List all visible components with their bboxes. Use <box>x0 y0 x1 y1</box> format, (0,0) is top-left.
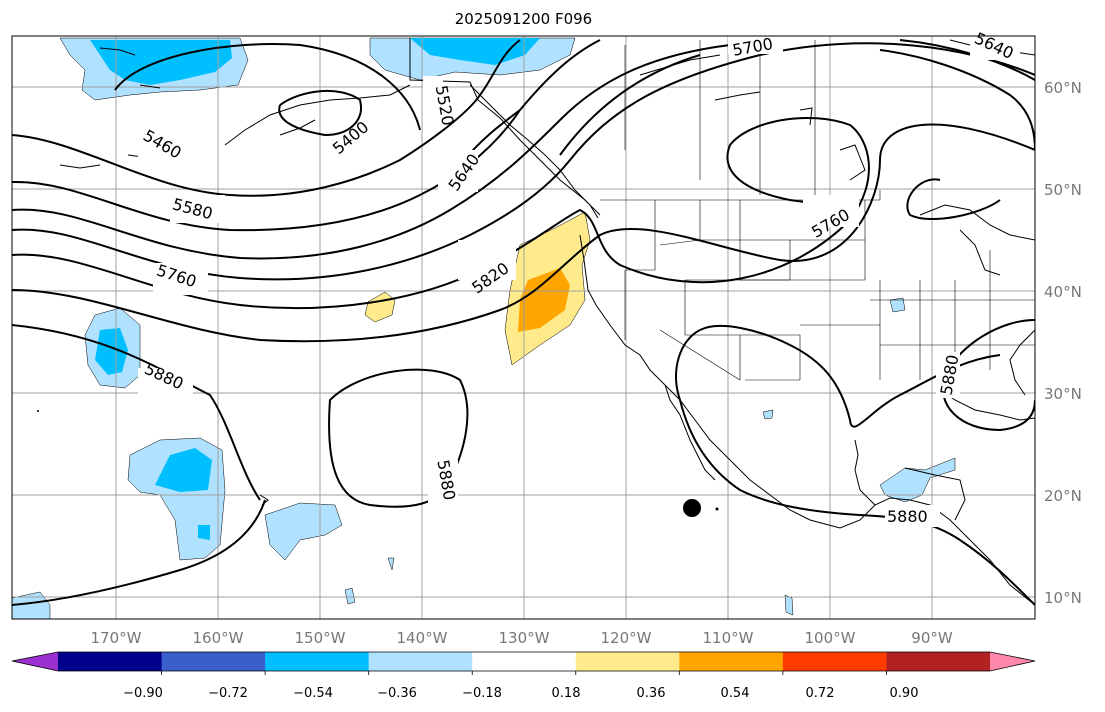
contour-label-5400: 5400 <box>329 117 372 158</box>
colorbar-segment <box>265 652 370 671</box>
colorbar-ticks <box>161 671 887 675</box>
lat-label: 20°N <box>1044 487 1082 505</box>
lon-label: 170°W <box>91 629 142 647</box>
colorbar-tick-label: −0.90 <box>123 686 163 701</box>
colorbar-tick-label: −0.36 <box>377 686 417 701</box>
colorbar-extend-high <box>990 652 1035 671</box>
colorbar-tick-labels: −0.90 −0.72 −0.54 −0.36 −0.18 0.18 0.36 … <box>123 686 918 701</box>
colorbar-segment <box>368 652 473 671</box>
lat-label: 60°N <box>1044 79 1082 97</box>
lon-label: 130°W <box>499 629 550 647</box>
colorbar-outline <box>11 651 1036 672</box>
latitude-labels: 60°N 50°N 40°N 30°N 20°N 10°N <box>1044 79 1082 607</box>
lon-label: 160°W <box>193 629 244 647</box>
colorbar-tick-label: 0.90 <box>890 686 919 701</box>
map-title: 2025091200 F096 <box>454 10 593 28</box>
colorbar-tick-label: −0.54 <box>293 686 333 701</box>
lon-label: 100°W <box>805 629 856 647</box>
colorbar-segment <box>472 652 577 671</box>
colorbar-tick-label: −0.18 <box>462 686 502 701</box>
lon-label: 150°W <box>295 629 346 647</box>
lon-label: 140°W <box>397 629 448 647</box>
colorbar-tick-label: 0.36 <box>637 686 666 701</box>
lat-label: 10°N <box>1044 589 1082 607</box>
lon-label: 90°W <box>911 629 953 647</box>
colorbar-segment <box>575 652 680 671</box>
lat-label: 30°N <box>1044 385 1082 403</box>
colorbar-extend-low <box>12 652 58 671</box>
anomaly-fill-negative <box>12 37 956 619</box>
colorbar-segment <box>679 652 784 671</box>
graticule <box>12 36 1035 619</box>
colorbar-segment <box>782 652 887 671</box>
colorbar-tick-label: 0.72 <box>806 686 835 701</box>
colorbar: −0.90 −0.72 −0.54 −0.36 −0.18 0.18 0.36 … <box>11 651 1036 701</box>
location-marker <box>683 499 701 517</box>
colorbar-segment <box>161 652 266 671</box>
colorbar-segment <box>58 652 163 671</box>
lat-label: 50°N <box>1044 181 1082 199</box>
map-frame <box>11 35 1036 620</box>
lat-label: 40°N <box>1044 283 1082 301</box>
colorbar-tick-label: 0.54 <box>721 686 750 701</box>
colorbar-tick-label: 0.18 <box>552 686 581 701</box>
lon-label: 110°W <box>703 629 754 647</box>
lon-label: 120°W <box>601 629 652 647</box>
colorbar-segment <box>886 652 991 671</box>
colorbar-segments <box>12 652 1035 671</box>
contour-label-5880-se: 5880 <box>887 507 928 526</box>
colorbar-tick-label: −0.72 <box>208 686 248 701</box>
longitude-labels: 170°W 160°W 150°W 140°W 130°W 120°W 110°… <box>91 629 953 647</box>
contour-labels: 5700 5640 5400 5520 5460 5640 5580 5760 … <box>138 28 1020 527</box>
